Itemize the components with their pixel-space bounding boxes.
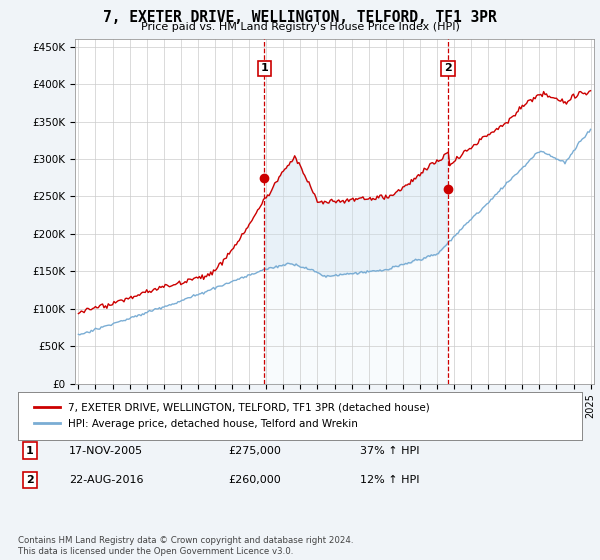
Text: 12% ↑ HPI: 12% ↑ HPI [360,475,419,485]
Text: £275,000: £275,000 [228,446,281,456]
Text: 1: 1 [260,63,268,73]
Text: Contains HM Land Registry data © Crown copyright and database right 2024.
This d: Contains HM Land Registry data © Crown c… [18,536,353,556]
Text: 17-NOV-2005: 17-NOV-2005 [69,446,143,456]
Text: Price paid vs. HM Land Registry's House Price Index (HPI): Price paid vs. HM Land Registry's House … [140,22,460,32]
Text: 2: 2 [444,63,452,73]
Text: 1: 1 [26,446,34,456]
Text: £260,000: £260,000 [228,475,281,485]
Text: 37% ↑ HPI: 37% ↑ HPI [360,446,419,456]
Text: 22-AUG-2016: 22-AUG-2016 [69,475,143,485]
Text: 2: 2 [26,475,34,485]
Text: 7, EXETER DRIVE, WELLINGTON, TELFORD, TF1 3PR: 7, EXETER DRIVE, WELLINGTON, TELFORD, TF… [103,10,497,25]
Legend: 7, EXETER DRIVE, WELLINGTON, TELFORD, TF1 3PR (detached house), HPI: Average pri: 7, EXETER DRIVE, WELLINGTON, TELFORD, TF… [29,398,436,434]
